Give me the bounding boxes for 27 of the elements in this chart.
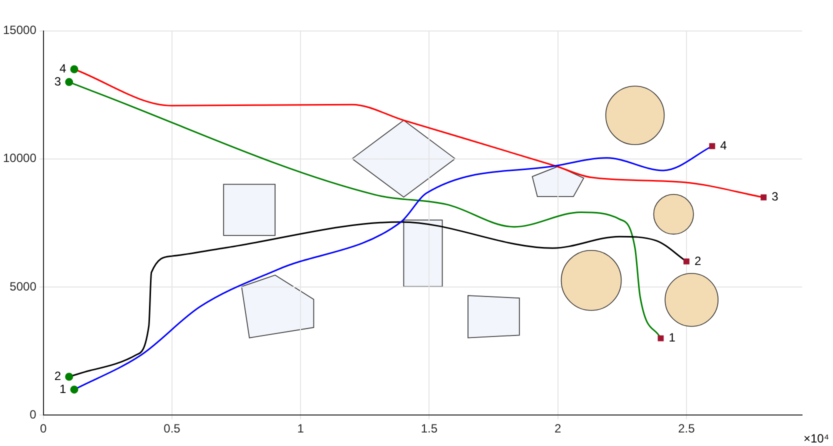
point <box>760 194 767 200</box>
x-tick-label: 2 <box>554 422 562 436</box>
x-tick-label: 1.5 <box>420 422 438 436</box>
y-tick-label: 0 <box>30 408 37 422</box>
annotation: 4 <box>60 62 67 76</box>
annotation: 1 <box>60 382 67 396</box>
annotation: 2 <box>54 369 62 384</box>
annotation: 3 <box>772 190 779 204</box>
point <box>658 335 664 342</box>
x-tick-label: 0.5 <box>164 422 181 436</box>
point <box>65 78 74 86</box>
annotation: 1 <box>668 330 676 345</box>
point <box>70 65 78 74</box>
y-tick-label: 5000 <box>10 279 37 294</box>
point <box>70 386 78 394</box>
x-tick-label: 0 <box>40 422 48 436</box>
point <box>709 143 716 150</box>
annotation: 3 <box>54 74 62 88</box>
annotation: 4 <box>720 138 728 152</box>
point <box>65 372 74 381</box>
y-tick-label: 10000 <box>2 151 37 166</box>
x-tick-label: 1 <box>297 422 304 436</box>
point <box>683 258 690 264</box>
text: ×10⁴ <box>803 431 829 446</box>
y-tick-label: 15000 <box>2 23 37 38</box>
x-tick-label: 2.5 <box>678 422 696 436</box>
annotation: 2 <box>694 254 702 268</box>
